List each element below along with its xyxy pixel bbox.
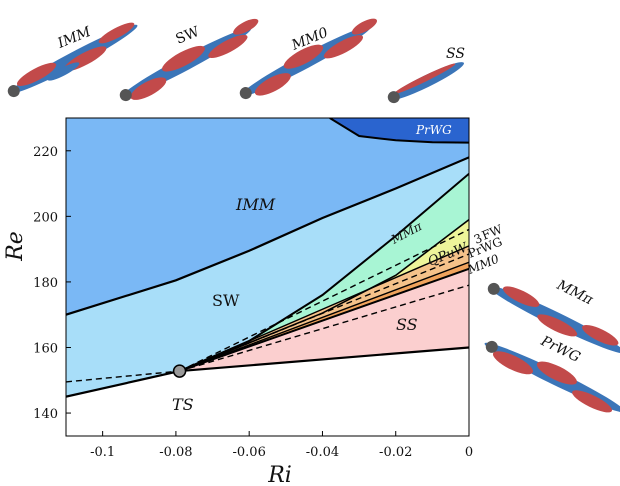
- x-tick-label: -0.02: [379, 445, 412, 460]
- y-tick-label: 180: [33, 276, 58, 291]
- boundary-prwg-top: [329, 118, 469, 144]
- boundary-prwg-mm0: [179, 261, 469, 372]
- boundary-ts-ss: [179, 346, 469, 373]
- dashed-line-2: [179, 253, 469, 372]
- boundary-imm-sw: [66, 156, 469, 316]
- x-tick-label: -0.04: [306, 445, 339, 460]
- wake-thumbnail-ss: SS: [387, 46, 465, 104]
- x-axis-label: Ri: [267, 463, 292, 486]
- region-label-prwg-top: PrWG: [415, 123, 452, 137]
- y-axis-label: Re: [3, 231, 28, 262]
- region-sw: [66, 157, 469, 397]
- wake-thumbnail-mm0: MM0: [239, 18, 378, 100]
- x-tick-label: -0.08: [159, 445, 192, 460]
- region-label-ss: SS: [396, 315, 418, 334]
- thumb-label-mmpi: MMπ: [553, 277, 596, 309]
- y-tick-label: 200: [33, 210, 58, 225]
- wake-thumbnail-imm: IMM: [7, 22, 138, 98]
- dashed-line-3: [179, 228, 469, 372]
- x-tick-label: 0: [465, 445, 473, 460]
- boundary-ts-sw: [66, 370, 180, 398]
- wake-thumbnail-prwg: PrWG: [484, 333, 620, 413]
- y-tick-label: 140: [33, 407, 58, 422]
- dashed-line-0: [66, 370, 180, 383]
- thumb-label-ss: SS: [446, 46, 465, 62]
- plot-frame: [65, 117, 470, 437]
- thumb-label-prwg: PrWG: [537, 333, 582, 366]
- region-label-sw: SW: [212, 291, 240, 310]
- y-tick-label: 160: [33, 341, 58, 356]
- region-label-ts: TS: [172, 395, 194, 414]
- boundary-fw-prwg: [179, 245, 469, 372]
- x-tick-label: -0.1: [90, 445, 115, 460]
- dashed-line-1: [179, 284, 469, 372]
- boundary-mm0-ss: [179, 267, 469, 373]
- region-label-imm: IMM: [235, 195, 276, 214]
- y-tick-label: 220: [33, 145, 58, 160]
- x-tick-label: -0.06: [233, 445, 266, 460]
- thumb-label-sw: SW: [174, 24, 203, 48]
- tricritical-point: [172, 364, 187, 378]
- region-imm: [66, 118, 469, 315]
